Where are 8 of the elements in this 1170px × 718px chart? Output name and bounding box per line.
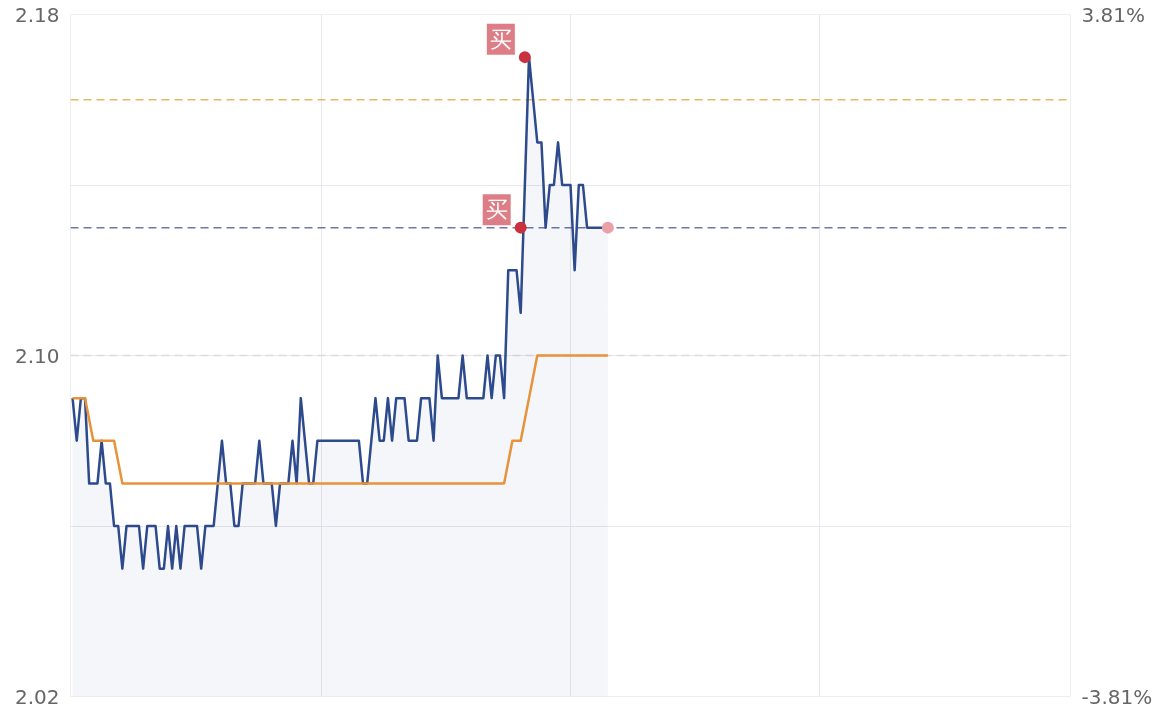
y-tick-label: 2.10: [14, 343, 60, 368]
data-label: 买: [485, 197, 508, 223]
y2-tick-label: -3.81%: [1081, 684, 1153, 709]
y-tick-label: 2.18: [14, 2, 60, 27]
line-series: [71, 354, 610, 485]
data-label: 买: [489, 26, 512, 52]
y2-tick-label: 3.81%: [1081, 2, 1146, 27]
y-tick-label: 2.02: [14, 684, 60, 709]
